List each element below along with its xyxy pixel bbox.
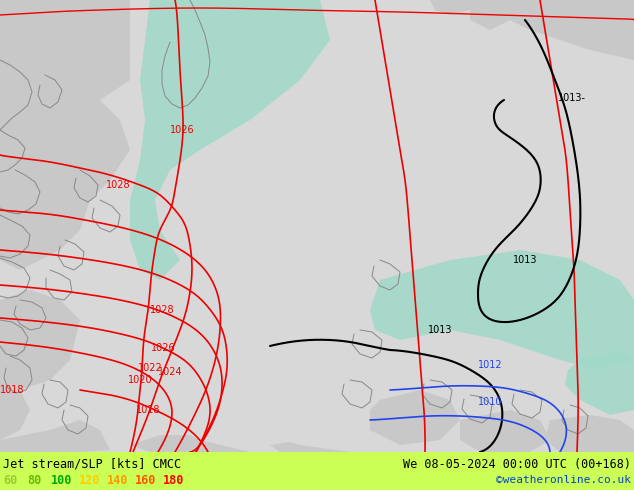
Text: 1028: 1028 [106,180,131,190]
Polygon shape [0,0,130,150]
Polygon shape [0,290,80,390]
Text: 1024: 1024 [158,367,183,377]
Text: 100: 100 [51,473,72,487]
Text: 60: 60 [3,473,17,487]
Text: 1013: 1013 [428,325,452,335]
Text: 1026: 1026 [170,125,194,135]
Polygon shape [500,0,634,60]
Text: 1012: 1012 [477,360,502,370]
Polygon shape [565,350,634,415]
Polygon shape [430,0,480,15]
Text: ©weatheronline.co.uk: ©weatheronline.co.uk [496,475,631,485]
Polygon shape [0,420,110,452]
Text: 1018: 1018 [0,385,24,395]
Polygon shape [270,442,350,452]
Polygon shape [460,410,550,452]
Text: We 08-05-2024 00:00 UTC (00+168): We 08-05-2024 00:00 UTC (00+168) [403,458,631,470]
Text: 160: 160 [135,473,157,487]
Polygon shape [470,0,510,30]
Text: 1026: 1026 [151,343,176,353]
Text: 1022: 1022 [138,363,162,373]
Text: 80: 80 [27,473,41,487]
Polygon shape [0,380,30,440]
Text: 140: 140 [107,473,128,487]
Polygon shape [370,250,634,370]
Polygon shape [0,100,130,270]
Text: 180: 180 [163,473,184,487]
Text: 1010: 1010 [478,397,502,407]
Text: 120: 120 [79,473,100,487]
Polygon shape [130,435,250,452]
Polygon shape [545,415,634,452]
Text: 1020: 1020 [127,375,152,385]
Polygon shape [370,390,460,445]
Text: 1013: 1013 [513,255,537,265]
Text: Jet stream/SLP [kts] CMCC: Jet stream/SLP [kts] CMCC [3,458,181,470]
Text: 1018: 1018 [136,405,160,415]
Text: 1028: 1028 [150,305,174,315]
Text: 1013-: 1013- [558,93,586,103]
Polygon shape [130,0,330,280]
